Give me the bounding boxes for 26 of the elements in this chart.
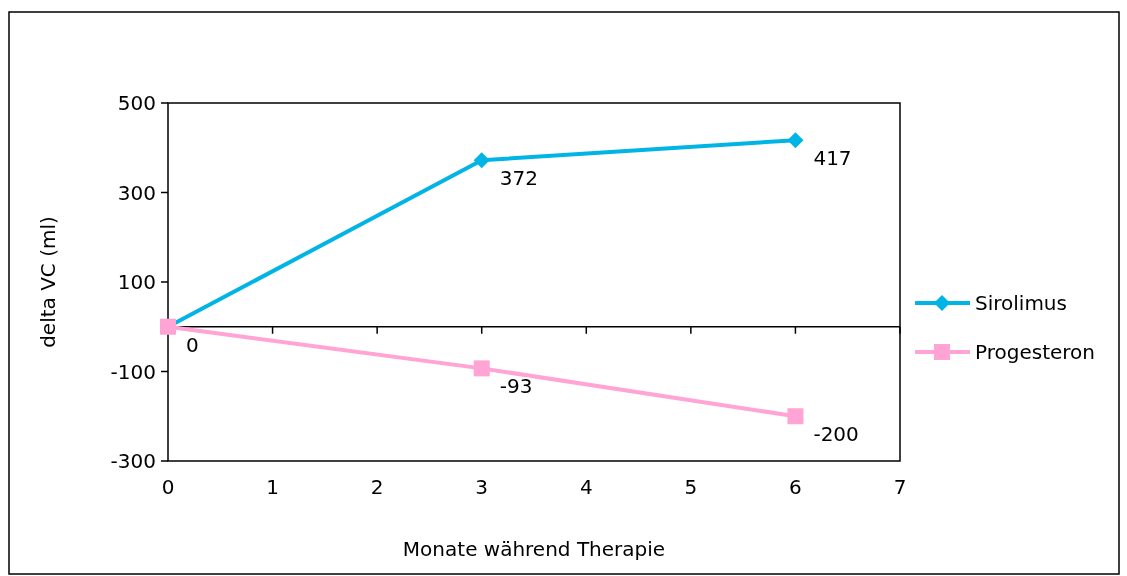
point bbox=[473, 360, 490, 377]
data-label: -93 bbox=[499, 374, 533, 399]
point bbox=[473, 152, 490, 169]
y-tick-label: 100 bbox=[117, 270, 156, 294]
x-tick-label: 2 bbox=[370, 475, 384, 499]
point bbox=[787, 408, 804, 425]
data-label: -200 bbox=[813, 422, 859, 447]
y-tick-label: -300 bbox=[110, 449, 156, 473]
y-tick-label: 500 bbox=[117, 91, 156, 115]
data-label: 372 bbox=[499, 166, 538, 191]
x-tick-label: 3 bbox=[475, 475, 489, 499]
legend-label: Sirolimus bbox=[975, 291, 1067, 315]
data-label: 0 bbox=[186, 332, 199, 357]
x-tick-label: 4 bbox=[579, 475, 593, 499]
y-tick-label: 300 bbox=[117, 180, 156, 205]
x-tick-label: 1 bbox=[266, 475, 279, 499]
data-label: 417 bbox=[813, 146, 852, 171]
y-tick-label: -100 bbox=[110, 359, 156, 384]
legend-label: Progesteron bbox=[975, 340, 1095, 364]
x-tick-label: 5 bbox=[684, 475, 698, 499]
x-tick-label: 6 bbox=[789, 475, 802, 499]
x-tick-label: 0 bbox=[161, 475, 175, 499]
y-axis-title: delta VC (ml) bbox=[36, 216, 60, 348]
x-tick-label: 7 bbox=[893, 475, 907, 499]
x-axis-title: Monate während Therapie bbox=[402, 537, 666, 561]
point bbox=[787, 132, 804, 149]
